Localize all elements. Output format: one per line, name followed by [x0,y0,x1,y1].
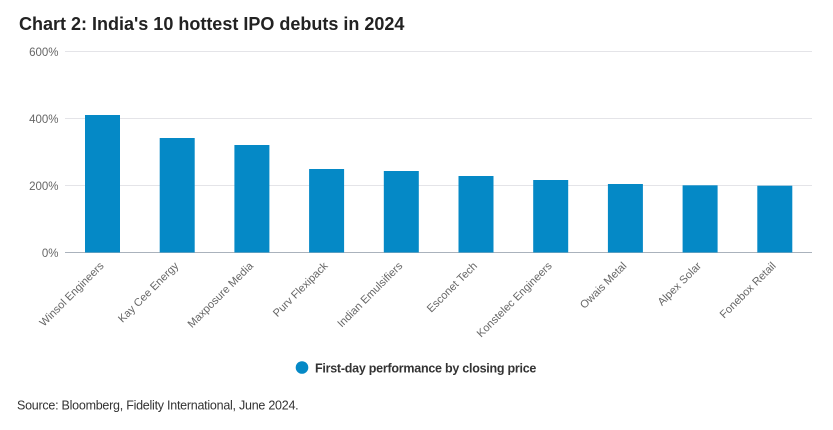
svg-text:600%: 600% [29,47,58,59]
svg-text:400%: 400% [29,114,58,126]
svg-text:Chart 2: India's 10 hottest IP: Chart 2: India's 10 hottest IPO debuts i… [19,14,404,34]
svg-text:Source: Bloomberg, Fidelity In: Source: Bloomberg, Fidelity Internationa… [17,398,298,412]
svg-text:First-day performance by closi: First-day performance by closing price [315,361,536,375]
svg-text:0%: 0% [42,248,59,260]
svg-text:200%: 200% [29,181,58,193]
